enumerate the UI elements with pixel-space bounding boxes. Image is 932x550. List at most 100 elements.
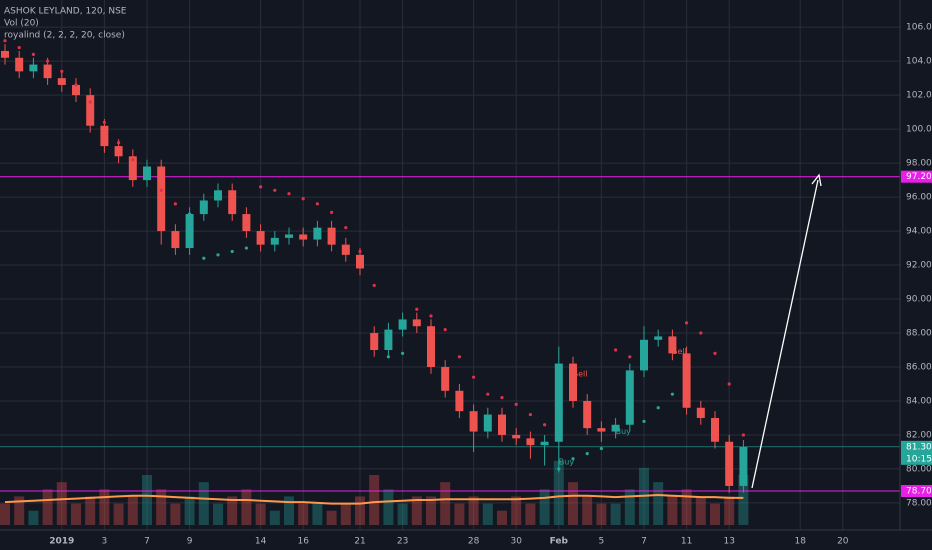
x-tick-label: 3: [102, 537, 108, 547]
sar-dot: [17, 45, 21, 50]
price-time: 10:15: [906, 454, 932, 464]
volume-bar: [397, 503, 408, 525]
volume-bar: [468, 496, 479, 525]
candle-body: [171, 231, 180, 249]
candle-body: [469, 411, 478, 432]
volume-bar: [553, 460, 564, 525]
sar-dot: [273, 188, 277, 192]
candle-body: [682, 353, 691, 408]
signal-label: Sell: [573, 369, 587, 378]
y-tick-label: 92.00: [906, 261, 932, 271]
x-tick-label: 20: [837, 537, 849, 547]
candle-body: [1, 50, 9, 58]
sar-dot: [244, 246, 248, 250]
volume-bar: [255, 503, 266, 525]
candle-body: [86, 95, 95, 126]
x-tick-label: 21: [354, 537, 365, 547]
candle-body: [483, 414, 492, 432]
volume-bar: [127, 496, 138, 525]
sar-dot: [500, 395, 504, 400]
price-label: 97.20: [906, 172, 932, 182]
volume-bar: [624, 489, 635, 525]
sar-dot: [301, 197, 305, 201]
sar-dot: [457, 355, 461, 359]
sar-dot: [287, 192, 291, 196]
candle-body: [370, 333, 379, 350]
candle-body: [15, 57, 24, 72]
sar-dot: [60, 69, 64, 73]
candle-body: [199, 200, 208, 215]
x-tick-label: 7: [144, 537, 150, 547]
sar-dot: [102, 120, 106, 124]
volume-bar: [71, 503, 81, 525]
sar-dot: [472, 375, 476, 379]
volume-bar: [582, 496, 593, 525]
candle-body: [554, 363, 563, 442]
sar-dot: [514, 402, 518, 406]
x-tick-label: 18: [794, 537, 806, 547]
sar-dot: [585, 452, 589, 456]
y-tick-label: 96.00: [906, 193, 932, 203]
sar-dot: [315, 202, 319, 206]
volume-bar: [113, 503, 124, 525]
candle-body: [398, 319, 407, 330]
candle-body: [285, 234, 293, 238]
x-tick-label: 16: [297, 537, 309, 547]
volume-bar: [511, 496, 522, 525]
volume-bar: [426, 496, 436, 525]
sar-dot: [670, 392, 675, 396]
signal-label: Buy: [616, 427, 632, 436]
sar-dot: [131, 158, 135, 162]
sar-dot: [74, 83, 78, 87]
candle-body: [228, 190, 237, 215]
volume-bar: [667, 496, 678, 525]
price-label: 78.70: [906, 487, 932, 497]
candle-body: [441, 366, 450, 391]
candle-body: [412, 319, 421, 327]
sar-dot: [543, 423, 547, 427]
sar-dot: [557, 467, 561, 471]
candle-body: [427, 326, 435, 367]
volume-bar: [738, 475, 749, 525]
volume-bar: [184, 496, 195, 525]
sar-dot: [46, 59, 50, 63]
candle-body: [57, 78, 66, 85]
candle-body: [43, 64, 52, 79]
volume-bar: [653, 482, 664, 525]
sar-dot: [599, 446, 604, 451]
sar-dot: [159, 188, 163, 192]
volume-bar: [269, 510, 280, 525]
volume-bar: [454, 503, 465, 525]
y-tick-label: 90.00: [906, 295, 932, 305]
y-tick-label: 102.00: [906, 91, 932, 101]
volume-bar: [355, 496, 365, 525]
sar-dot: [188, 212, 192, 216]
volume-bar: [710, 503, 720, 525]
candle-body: [185, 214, 194, 249]
sar-dot: [259, 185, 263, 189]
volume-bar: [85, 496, 96, 525]
candle-body: [668, 336, 677, 354]
x-tick-label: 7: [641, 537, 647, 547]
sar-dot: [173, 202, 177, 206]
candle-body: [299, 234, 308, 240]
x-tick-label: 5: [599, 537, 605, 547]
candle-body: [739, 446, 748, 486]
sar-dot: [145, 171, 149, 175]
indicator-label: royalind (2, 2, 2, 20, close): [4, 31, 125, 41]
candle-body: [242, 214, 251, 232]
volume-bar: [227, 496, 238, 525]
sar-dot: [713, 351, 717, 355]
sar-dot: [571, 457, 575, 461]
volume-bar: [681, 489, 692, 525]
candle-body: [540, 441, 549, 446]
sar-dot: [230, 249, 234, 254]
sar-dot: [685, 321, 689, 325]
candle-body: [327, 227, 336, 245]
y-tick-label: 86.00: [906, 362, 932, 372]
sar-dot: [330, 210, 334, 214]
volume-bar: [312, 503, 323, 525]
x-tick-label: 13: [723, 537, 734, 547]
candle-body: [341, 244, 350, 255]
candle-body: [100, 125, 109, 147]
